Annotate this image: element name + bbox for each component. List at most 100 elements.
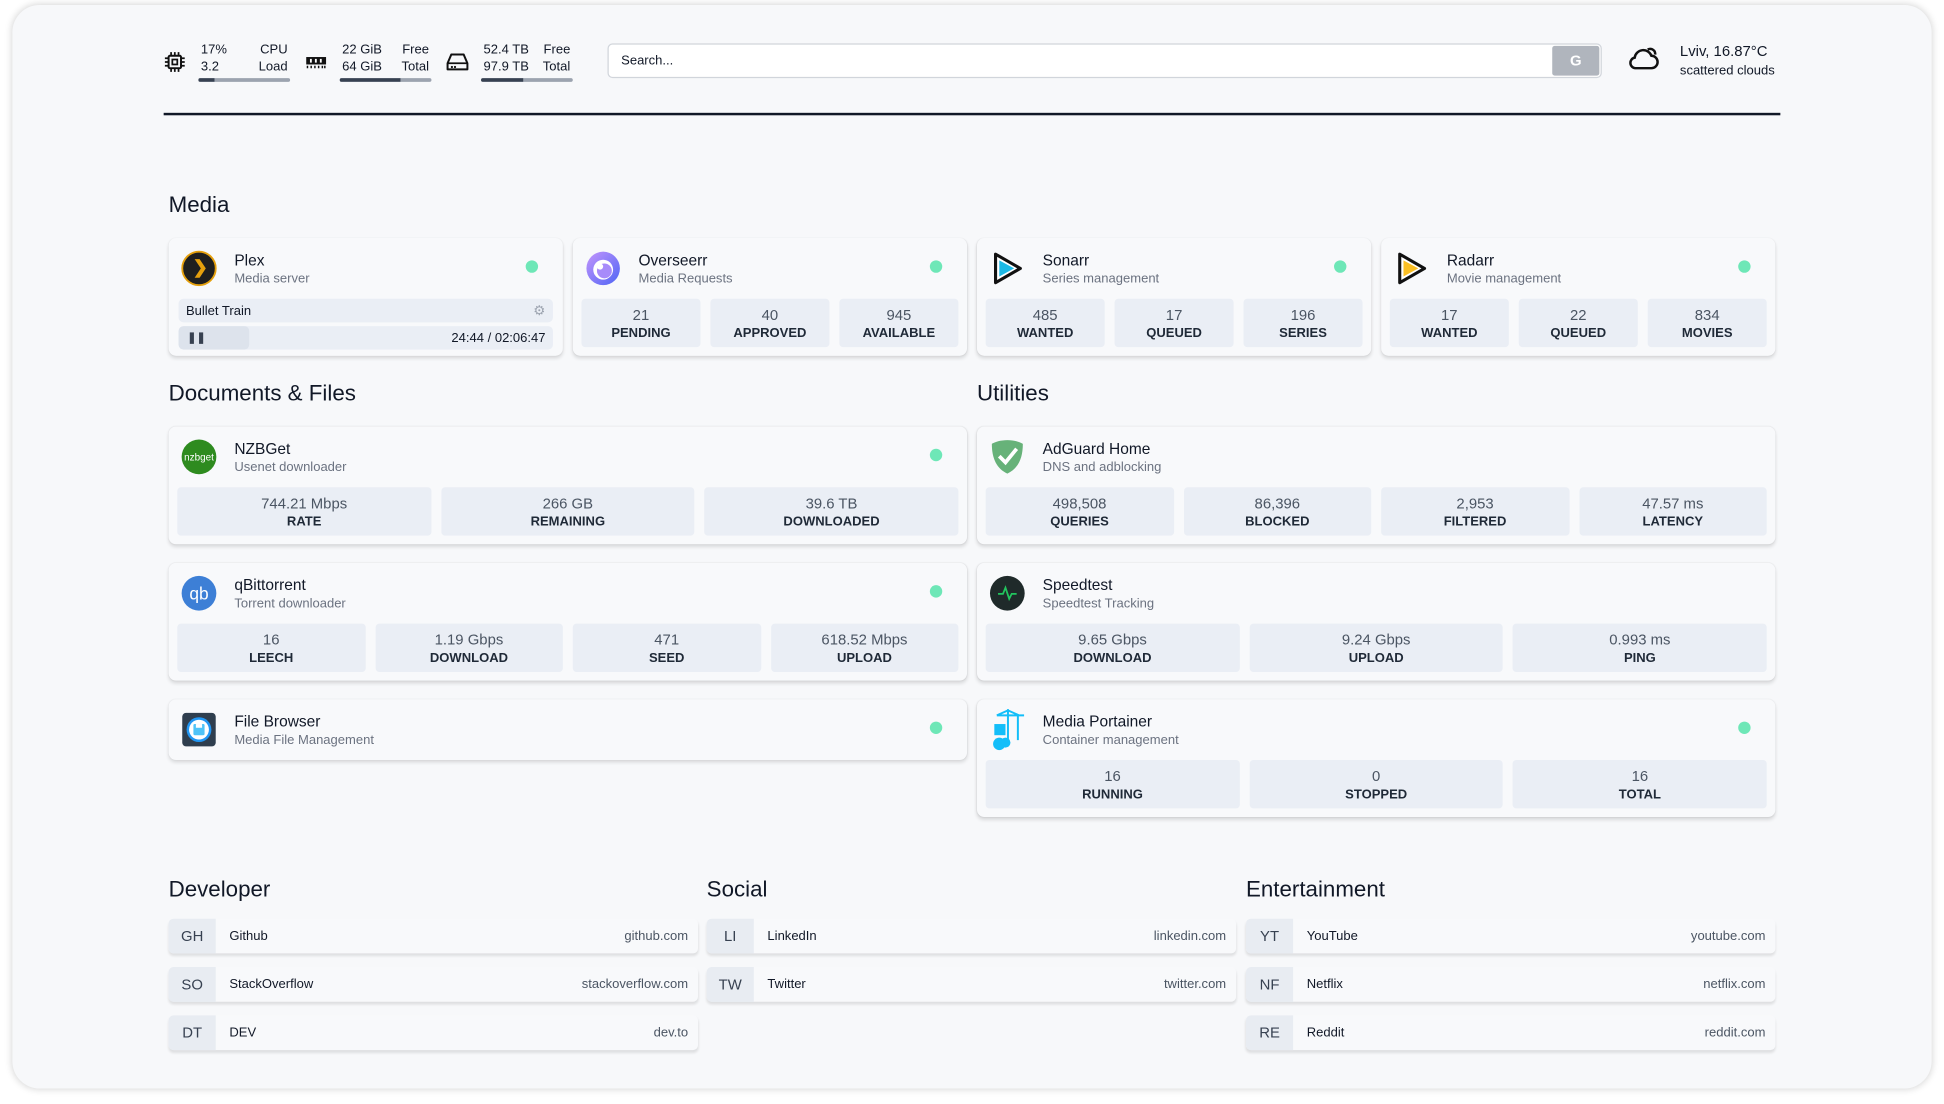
- bookmark-url: stackoverflow.com: [581, 976, 689, 992]
- stat-label: WANTED: [1421, 325, 1478, 341]
- service-card-file-browser[interactable]: File Browser Media File Management: [168, 699, 968, 760]
- stat-label: QUEUED: [1146, 325, 1202, 341]
- cpu-bar-fill: [198, 78, 214, 82]
- bookmark-dev[interactable]: DT DEV dev.to: [168, 1015, 699, 1051]
- service-description: Speedtest Tracking: [1042, 595, 1155, 611]
- stat-total: 16 TOTAL: [1512, 759, 1767, 809]
- bookmark-github[interactable]: GH Github github.com: [168, 918, 699, 954]
- stat-value: 744.21 Mbps: [261, 494, 348, 512]
- portainer-logo-icon: [989, 708, 1025, 750]
- qbittorrent-logo-icon: qb: [181, 575, 217, 611]
- stat-value: 16: [1104, 766, 1121, 785]
- stat-value: 47.57 ms: [1642, 494, 1704, 512]
- section-title-utilities: Utilities: [976, 380, 1049, 406]
- status-dot: [929, 260, 943, 273]
- search-input[interactable]: [608, 44, 1551, 77]
- bookmark-youtube[interactable]: YT YouTube youtube.com: [1245, 918, 1776, 954]
- file-browser-logo-icon: [181, 712, 217, 748]
- stat-label: DOWNLOADED: [783, 513, 880, 529]
- service-card-overseerr[interactable]: Overseerr Media Requests 21 PENDING 40 APPR…: [572, 238, 968, 356]
- bookmark-reddit[interactable]: RE Reddit reddit.com: [1245, 1015, 1776, 1051]
- service-card-portainer[interactable]: Media Portainer Container management 16 RU…: [976, 699, 1776, 818]
- stat-download: 1.19 Gbps DOWNLOAD: [375, 623, 563, 672]
- status-dot: [929, 585, 943, 598]
- bookmark-abbreviation: SO: [168, 967, 216, 1002]
- overseerr-logo-icon: [585, 250, 621, 286]
- stat-value: 2,953: [1456, 494, 1494, 512]
- plex-logo-icon: [181, 250, 217, 287]
- status-dot: [929, 721, 943, 734]
- stat-value: 17: [1441, 305, 1458, 323]
- nzbget-logo-icon: nzbget: [181, 439, 217, 475]
- cpu-widget: 17% CPU 3.2 Load: [164, 41, 291, 82]
- bookmark-name: Twitter: [767, 976, 806, 992]
- status-dot: [1738, 260, 1751, 273]
- stat-value: 9.24 Gbps: [1341, 630, 1411, 648]
- stat-value: 498,508: [1052, 494, 1107, 512]
- stat-label: RATE: [286, 513, 322, 529]
- bookmark-abbreviation: NF: [1245, 967, 1294, 1002]
- bookmark-name: Netflix: [1306, 976, 1343, 992]
- search-provider-button[interactable]: G: [1552, 45, 1600, 76]
- status-dot: [525, 260, 539, 273]
- stat-value: 945: [886, 305, 912, 323]
- service-card-adguard[interactable]: AdGuard Home DNS and adblocking 498,508 QU…: [976, 426, 1776, 545]
- stat-running: 16 RUNNING: [985, 759, 1240, 809]
- status-dot: [1334, 260, 1347, 273]
- service-card-speedtest[interactable]: Speedtest Speedtest Tracking 9.65 Gbps DOW…: [976, 562, 1776, 681]
- disk-widget: 52.4 TB Free 97.9 TB Total: [446, 41, 573, 82]
- bookmark-netflix[interactable]: NF Netflix netflix.com: [1245, 967, 1776, 1002]
- stat-label: PING: [1623, 650, 1656, 666]
- service-description: Usenet downloader: [234, 459, 347, 475]
- bookmark-abbreviation: TW: [706, 967, 754, 1002]
- memory-total: 64 GiB: [342, 59, 382, 75]
- stat-download: 9.65 Gbps DOWNLOAD: [985, 623, 1240, 672]
- weather-condition: scattered clouds: [1679, 63, 1775, 79]
- stat-value: 21: [632, 305, 650, 323]
- stat-value: 471: [654, 630, 680, 648]
- stats-row: 498,508 QUERIES 86,396 BLOCKED 2,953 FILTER…: [985, 487, 1767, 536]
- stat-pending: 21 PENDING: [581, 298, 701, 348]
- stat-label: UPLOAD: [836, 650, 892, 666]
- stat-value: 86,396: [1254, 494, 1301, 512]
- bookmark-linkedin[interactable]: LI LinkedIn linkedin.com: [706, 918, 1237, 954]
- stat-value: 266 GB: [542, 494, 594, 512]
- bookmark-stackoverflow[interactable]: SO StackOverflow stackoverflow.com: [168, 967, 699, 1002]
- stat-filtered: 2,953 FILTERED: [1381, 487, 1569, 536]
- stat-label: WANTED: [1016, 325, 1074, 341]
- service-description: Media File Management: [234, 732, 374, 747]
- service-card-qbittorrent[interactable]: qb qBittorrent Torrent downloader 16 LEECH…: [168, 562, 968, 681]
- stats-row: 16 LEECH 1.19 Gbps DOWNLOAD 471 SEED 618.52…: [177, 623, 959, 672]
- service-card-sonarr[interactable]: Sonarr Series management 485 WANTED 17 QUEU…: [976, 238, 1372, 356]
- service-description: Movie management: [1446, 270, 1562, 286]
- stat-label: DOWNLOAD: [429, 650, 509, 666]
- stat-seed: 471 SEED: [572, 623, 761, 672]
- memory-widget: 22 GiB Free 64 GiB Total: [305, 41, 432, 82]
- bookmark-url: linkedin.com: [1153, 928, 1227, 944]
- bookmark-url: netflix.com: [1703, 976, 1766, 992]
- stat-value: 196: [1290, 305, 1316, 323]
- pause-icon[interactable]: ❚❚: [187, 331, 206, 344]
- stat-label: DOWNLOAD: [1073, 650, 1152, 666]
- stats-row: 9.65 Gbps DOWNLOAD 9.24 Gbps UPLOAD 0.993 …: [985, 623, 1767, 672]
- stat-label: LATENCY: [1642, 513, 1704, 529]
- disk-total-label: Total: [542, 59, 571, 75]
- stats-row: 485 WANTED 17 QUEUED 196 SERIES: [985, 298, 1363, 348]
- service-card-radarr[interactable]: Radarr Movie management 17 WANTED 22 QUEUED…: [1381, 238, 1776, 356]
- bookmark-url: reddit.com: [1704, 1025, 1766, 1041]
- service-card-nzbget[interactable]: nzbget NZBGet Usenet downloader 744.21 Mb…: [168, 426, 968, 545]
- stat-label: SEED: [648, 650, 685, 666]
- service-name: AdGuard Home: [1042, 439, 1151, 457]
- memory-bar-fill: [339, 78, 401, 82]
- stat-series: 196 SERIES: [1243, 298, 1363, 348]
- stat-rate: 744.21 Mbps RATE: [177, 487, 432, 536]
- speedtest-logo-icon: [989, 575, 1025, 611]
- disk-free: 52.4 TB: [483, 42, 529, 58]
- header-divider: [163, 112, 1781, 116]
- stream-info-icon[interactable]: ⚙: [533, 303, 546, 319]
- stat-value: 40: [761, 305, 779, 323]
- stats-row: 744.21 Mbps RATE 266 GB REMAINING 39.6 TB D…: [177, 487, 959, 536]
- stat-value: 16: [1631, 766, 1649, 785]
- bookmark-twitter[interactable]: TW Twitter twitter.com: [706, 967, 1237, 1002]
- service-card-plex[interactable]: Plex Media server Bullet Train ⚙ ❚❚ 24:44…: [168, 238, 563, 356]
